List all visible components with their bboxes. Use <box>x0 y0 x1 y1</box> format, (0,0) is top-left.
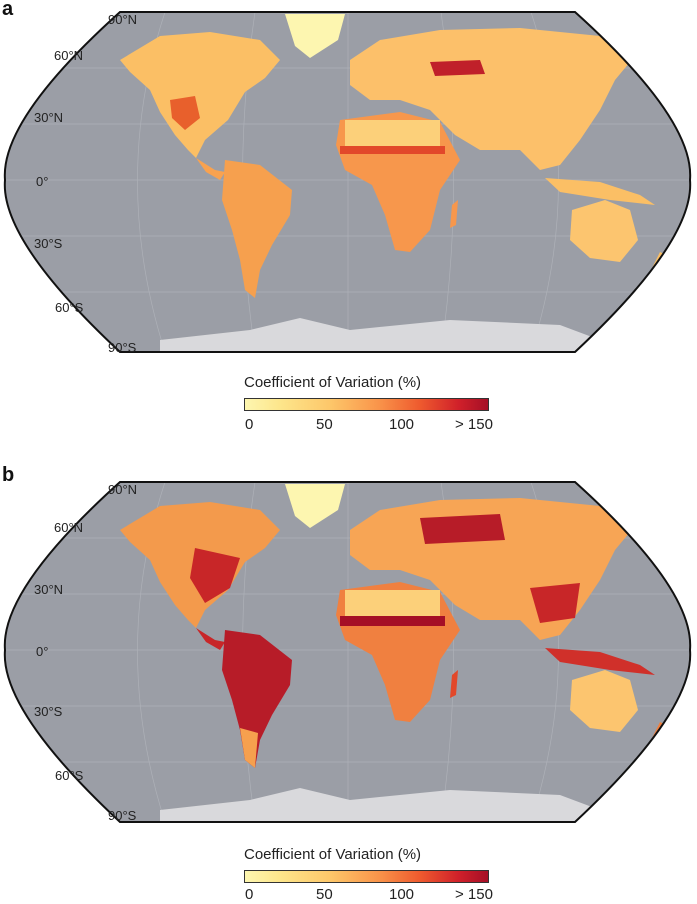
map-border <box>3 481 692 823</box>
eurasia-hotspot <box>420 514 505 544</box>
lat-label-30n: 30°N <box>34 110 64 125</box>
legend-colorbar <box>244 870 489 883</box>
se-asia-islands <box>545 178 655 205</box>
south-america <box>222 630 292 768</box>
greenland <box>285 484 345 528</box>
panel-label: a <box>2 0 14 20</box>
south-america <box>222 160 292 298</box>
sahara <box>345 590 440 618</box>
lat-label-90s: 90°S <box>108 340 137 355</box>
antarctica <box>160 318 600 352</box>
lat-label-30n: 30°N <box>34 582 64 597</box>
world-map <box>3 11 692 353</box>
panel-label: b <box>2 464 15 486</box>
se-asia-islands <box>545 648 655 675</box>
map-panel-a: a <box>0 0 697 445</box>
na-hotspot <box>190 548 240 603</box>
central-america <box>196 628 225 650</box>
sa-south <box>240 728 258 768</box>
lat-label-30s: 30°S <box>34 704 63 719</box>
legend-tick: 0 <box>245 416 254 433</box>
world-map <box>3 481 692 823</box>
australia <box>570 670 638 732</box>
lat-label-30s: 30°S <box>34 236 63 251</box>
lat-label-60s: 60°S <box>55 300 84 315</box>
lat-label-60n: 60°N <box>54 48 84 63</box>
legend-tick: > 150 <box>455 886 493 903</box>
sahara <box>345 120 440 148</box>
lat-label-60s: 60°S <box>55 768 84 783</box>
greenland <box>285 14 345 58</box>
antarctica <box>160 788 600 822</box>
lat-label-0: 0° <box>36 174 49 189</box>
lat-label-90s: 90°S <box>108 808 137 823</box>
eurasia-hotspot <box>430 60 485 76</box>
eurasia <box>350 28 640 170</box>
east-asia-hotspot <box>530 583 580 623</box>
central-america <box>196 158 225 180</box>
legend-colorbar <box>244 398 489 411</box>
legend-tick: 100 <box>389 886 415 903</box>
legend-title: Coefficient of Variation (%) <box>244 846 422 863</box>
lat-label-60n: 60°N <box>54 520 84 535</box>
legend-tick: 50 <box>316 886 333 903</box>
north-america <box>120 32 280 158</box>
madagascar <box>450 200 458 228</box>
map-panel-b: b <box>0 462 697 904</box>
lat-label-0: 0° <box>36 644 49 659</box>
australia <box>570 200 638 262</box>
na-hotspot <box>170 96 200 130</box>
legend-tick: 0 <box>245 886 254 903</box>
lat-label-90n: 90°N <box>108 12 138 27</box>
sahel-band <box>340 616 445 626</box>
legend-tick: > 150 <box>455 416 493 433</box>
legend-tick: 100 <box>389 416 415 433</box>
lat-label-90n: 90°N <box>108 482 138 497</box>
legend-title: Coefficient of Variation (%) <box>244 374 422 391</box>
legend-tick: 50 <box>316 416 333 433</box>
map-border <box>3 11 692 353</box>
madagascar <box>450 670 458 698</box>
sahel-band <box>340 146 445 154</box>
